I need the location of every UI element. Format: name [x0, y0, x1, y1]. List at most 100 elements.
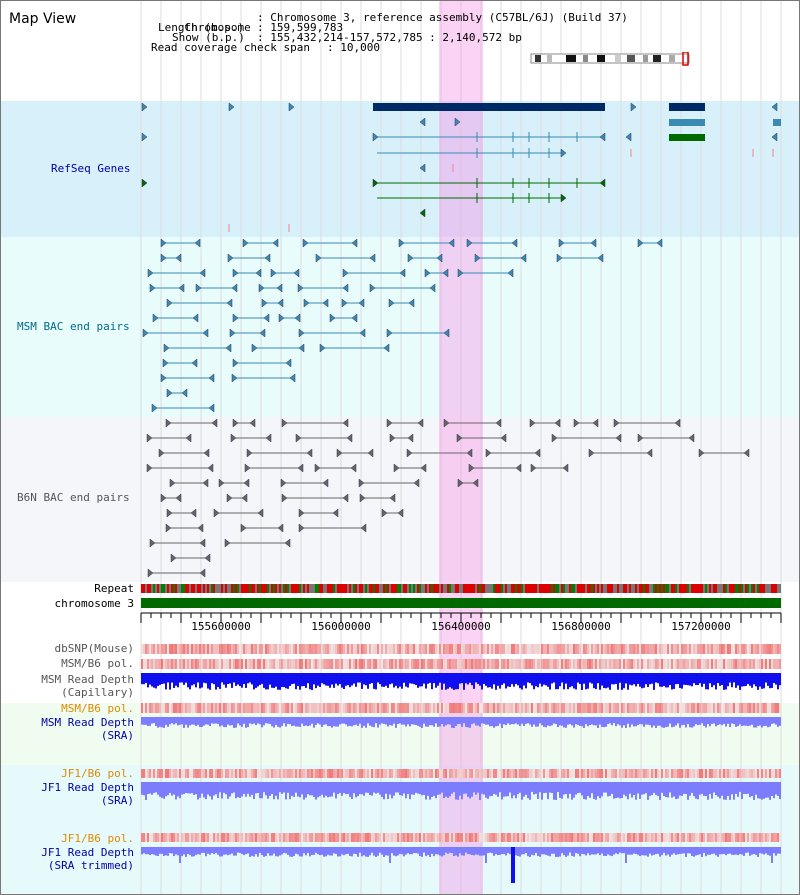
read-depth-bar — [293, 847, 295, 857]
b6n-bac-end-pairs-label[interactable]: B6N BAC end pairs — [17, 491, 130, 504]
polymorphism-cell — [525, 769, 527, 778]
read-depth-bar — [227, 717, 229, 725]
polymorphism-cell — [247, 659, 249, 669]
polymorphism-cell — [207, 644, 209, 654]
bac-end-pair-start — [142, 328, 149, 338]
refseq-genes-label[interactable]: RefSeq Genes — [51, 162, 131, 175]
read-depth-bar — [569, 673, 571, 688]
bac-end-pair-end — [203, 448, 210, 458]
msm-bac-end-pairs-label[interactable]: MSM BAC end pairs — [17, 320, 130, 333]
polymorphism-cell — [645, 644, 647, 654]
read-depth-bar — [543, 847, 545, 855]
polymorphism-cell — [591, 659, 593, 669]
bac-end-pair-start — [261, 298, 268, 308]
read-depth-bar — [709, 782, 711, 794]
polymorphism-cell — [559, 703, 561, 713]
polymorphism-cell — [483, 833, 485, 842]
polymorphism-cell — [537, 644, 539, 654]
polymorphism-cell — [207, 659, 209, 669]
polymorphism-cell — [749, 769, 751, 778]
read-depth-bar — [257, 847, 259, 857]
read-depth-bar — [325, 782, 327, 796]
repeat-segment — [329, 584, 331, 593]
polymorphism-cell — [697, 703, 699, 713]
polymorphism-cell — [375, 659, 377, 669]
polymorphism-cell — [211, 644, 213, 654]
polymorphism-cell — [261, 769, 263, 778]
bac-end-pair-end — [194, 238, 201, 248]
read-depth-bar — [295, 673, 297, 690]
polymorphism-cell — [549, 703, 551, 713]
polymorphism-cell — [647, 659, 649, 669]
repeat-segment — [605, 584, 607, 593]
bac-end-pair-start — [474, 253, 481, 263]
polymorphism-cell — [315, 833, 317, 842]
read-depth-bar — [181, 717, 183, 725]
msm-read-depth-sra-label: MSM Read Depth — [41, 716, 134, 729]
polymorphism-cell — [217, 644, 219, 654]
bac-end-pair-end — [534, 448, 541, 458]
repeat-segment — [549, 584, 551, 593]
polymorphism-cell — [313, 659, 315, 669]
bac-end-pair-start — [195, 283, 202, 293]
polymorphism-cell — [723, 659, 725, 669]
polymorphism-cell — [155, 769, 157, 778]
polymorphism-cell — [235, 659, 237, 669]
selection-highlight[interactable] — [439, 1, 483, 894]
polymorphism-cell — [465, 644, 467, 654]
polymorphism-cell — [321, 703, 323, 713]
polymorphism-cell — [627, 703, 629, 713]
polymorphism-cell — [513, 769, 515, 778]
read-depth-bar — [153, 782, 155, 793]
polymorphism-cell — [773, 769, 775, 778]
polymorphism-cell — [407, 833, 409, 842]
polymorphism-cell — [177, 833, 179, 842]
read-depth-bar — [647, 847, 649, 857]
polymorphism-cell — [721, 833, 723, 842]
polymorphism-cell — [345, 644, 347, 654]
gene-marker — [288, 102, 295, 112]
polymorphism-cell — [773, 659, 775, 669]
repeat-segment — [227, 584, 229, 593]
read-depth-bar — [567, 717, 569, 725]
polymorphism-cell — [385, 769, 387, 778]
read-depth-bar — [349, 717, 351, 726]
read-depth-bar — [395, 847, 397, 857]
polymorphism-cell — [515, 703, 517, 713]
polymorphism-cell — [549, 644, 551, 654]
read-depth-bar — [221, 782, 223, 799]
read-depth-bar — [175, 717, 177, 724]
polymorphism-cell — [593, 644, 595, 654]
read-depth-bar — [459, 847, 461, 854]
read-depth-bar — [529, 847, 531, 857]
polymorphism-cell — [689, 769, 691, 778]
polymorphism-cell — [593, 659, 595, 669]
read-depth-bar — [179, 782, 181, 799]
read-depth-bar — [459, 782, 461, 796]
read-depth-bar — [431, 782, 433, 797]
polymorphism-cell — [157, 644, 159, 654]
read-depth-bar — [759, 717, 761, 726]
polymorphism-cell — [269, 644, 271, 654]
bac-end-pair-start — [466, 238, 473, 248]
polymorphism-cell — [145, 703, 147, 713]
repeat-segment — [529, 584, 531, 593]
polymorphism-cell — [213, 833, 215, 842]
repeat-segment — [665, 584, 667, 593]
read-depth-bar — [627, 673, 629, 690]
polymorphism-cell — [773, 833, 775, 842]
repeat-segment — [445, 584, 447, 593]
bac-end-pair-start — [295, 433, 302, 443]
read-depth-bar — [513, 782, 515, 796]
read-depth-bar — [297, 673, 299, 687]
polymorphism-cell — [719, 833, 721, 842]
polymorphism-cell — [561, 644, 563, 654]
read-depth-bar — [411, 782, 413, 795]
read-depth-bar — [535, 847, 537, 854]
bac-end-pair-end — [350, 463, 357, 473]
read-depth-bar — [313, 717, 315, 728]
read-depth-bar — [241, 782, 243, 797]
polymorphism-cell — [297, 644, 299, 654]
polymorphism-cell — [431, 769, 433, 778]
chromosome-ideogram[interactable] — [529, 52, 691, 66]
